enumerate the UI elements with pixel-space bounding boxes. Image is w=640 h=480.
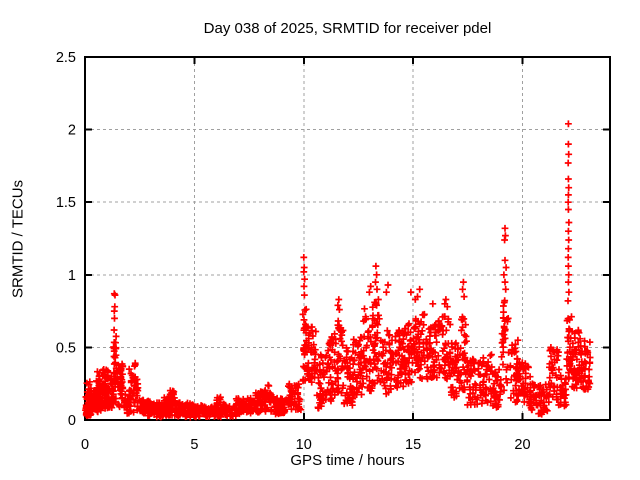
- x-tick-label: 5: [190, 437, 198, 453]
- y-axis-label: SRMTID / TECUs: [9, 179, 27, 298]
- x-tick-label: 20: [514, 437, 530, 453]
- plot-border: [84, 56, 611, 421]
- scatter-outlier-points: [110, 120, 573, 334]
- y-tick-label: 0.5: [56, 340, 76, 356]
- y-tick-label: 2: [68, 123, 76, 139]
- y-tick-label: 1: [68, 268, 76, 284]
- x-tick-label: 10: [296, 437, 312, 453]
- y-tick-label: 2.5: [56, 50, 76, 66]
- x-tick-label: 15: [405, 437, 421, 453]
- scatter-points: [82, 296, 594, 421]
- chart-title: Day 038 of 2025, SRMTID for receiver pde…: [203, 20, 492, 37]
- y-tick-label: 1.5: [56, 195, 76, 211]
- x-axis-label: GPS time / hours: [290, 452, 405, 469]
- x-tick-label: 0: [81, 437, 89, 453]
- y-tick-label: 0: [68, 413, 76, 429]
